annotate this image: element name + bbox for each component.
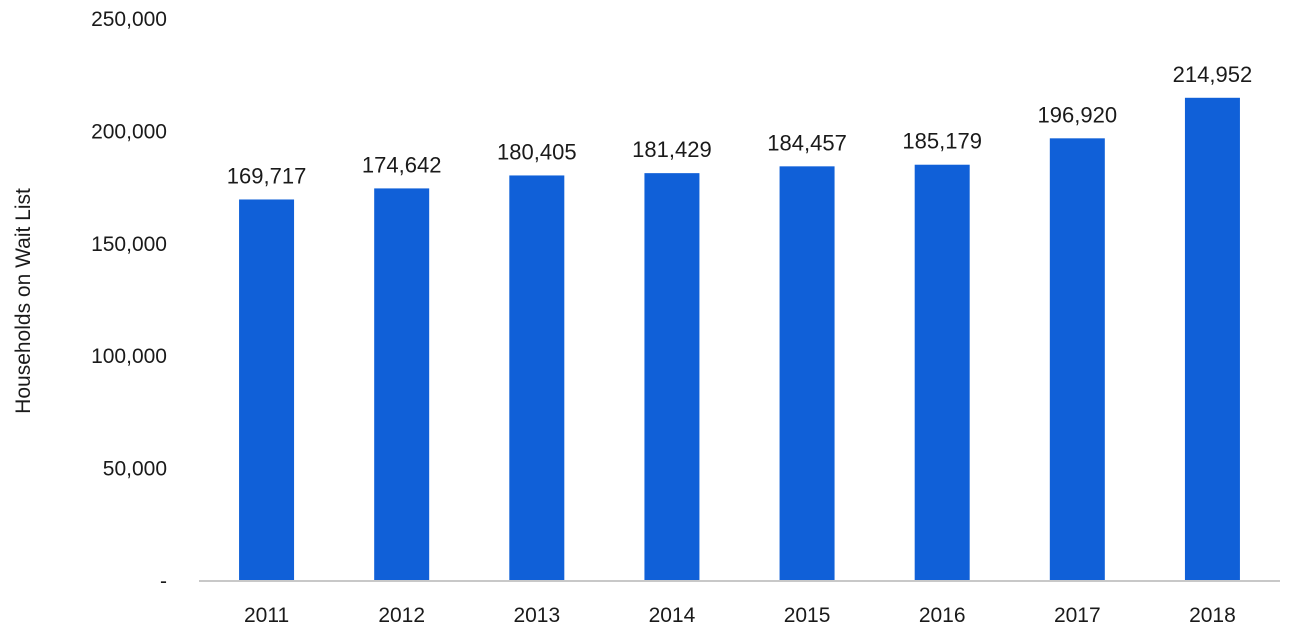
- y-tick-label: 200,000: [91, 120, 167, 143]
- bar-data-label: 214,952: [1173, 62, 1253, 87]
- bar: [1184, 97, 1240, 581]
- bar-data-label: 174,642: [362, 152, 442, 177]
- y-tick-label: -: [160, 570, 167, 593]
- x-tick-label: 2018: [1189, 604, 1236, 627]
- x-tick-label: 2013: [513, 604, 560, 627]
- bar-data-label: 181,429: [632, 137, 712, 162]
- x-tick-label: 2011: [244, 604, 289, 627]
- bar: [644, 173, 700, 581]
- bar-data-label: 196,920: [1038, 102, 1118, 127]
- y-tick-label: 100,000: [91, 345, 167, 368]
- x-axis-ticks: 2011 2012 2013 2014 2015 2016 2017 2018: [244, 604, 1236, 627]
- y-axis-label: Households on Wait List: [12, 188, 35, 414]
- bar: [914, 164, 970, 582]
- bar-data-label: 185,179: [902, 129, 982, 154]
- x-tick-label: 2012: [378, 604, 425, 627]
- bar: [374, 188, 430, 581]
- x-tick-label: 2017: [1054, 604, 1101, 627]
- x-tick-label: 2015: [784, 604, 831, 627]
- bar-data-label: 180,405: [497, 139, 577, 164]
- bar: [1049, 138, 1105, 581]
- y-tick-label: 50,000: [103, 458, 167, 481]
- y-axis-ticks: - 50,000 100,000 150,000 200,000 250,000: [91, 8, 167, 593]
- bar: [239, 199, 295, 581]
- bar-series: [239, 97, 1240, 582]
- bar: [779, 166, 835, 581]
- y-tick-label: 150,000: [91, 233, 167, 256]
- y-tick-label: 250,000: [91, 8, 167, 31]
- bar-data-label: 169,717: [227, 163, 307, 188]
- bar: [509, 175, 565, 581]
- data-labels: 169,717 174,642 180,405 181,429 184,457 185,1…: [227, 62, 1252, 189]
- bar-data-label: 184,457: [767, 130, 847, 155]
- x-tick-label: 2014: [649, 604, 696, 627]
- x-tick-label: 2016: [919, 604, 966, 627]
